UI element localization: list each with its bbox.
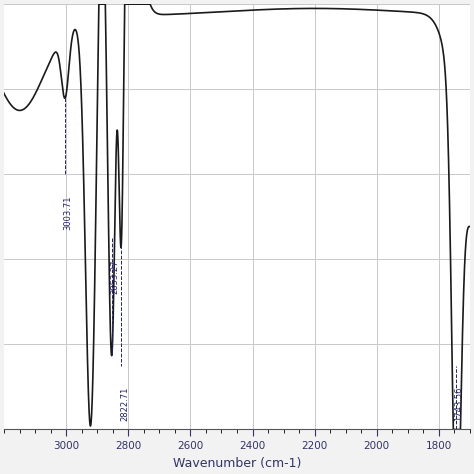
Text: 1743.56: 1743.56 bbox=[454, 387, 463, 421]
Text: 2853.27: 2853.27 bbox=[110, 259, 119, 294]
X-axis label: Wavenumber (cm-1): Wavenumber (cm-1) bbox=[173, 457, 301, 470]
Text: 2822.71: 2822.71 bbox=[120, 387, 129, 421]
Text: 3003.71: 3003.71 bbox=[64, 196, 73, 230]
